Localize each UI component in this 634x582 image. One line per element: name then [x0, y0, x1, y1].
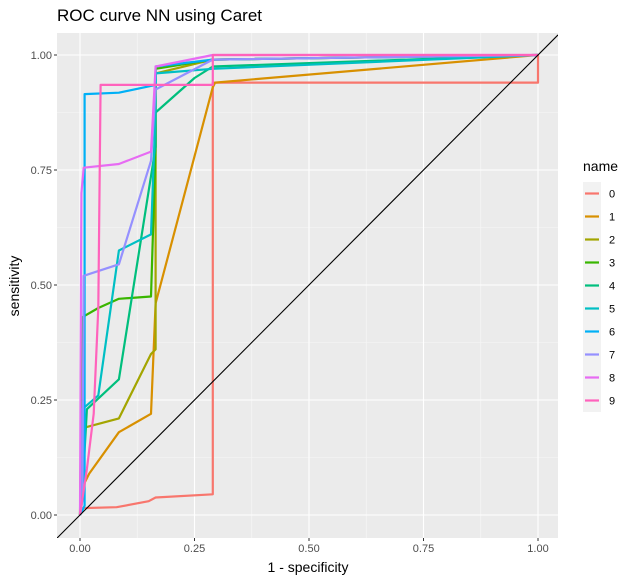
legend-label: 8: [609, 373, 615, 385]
y-tick-label: 0.75: [31, 165, 52, 177]
y-tick-label: 0.00: [31, 510, 52, 522]
legend: 0 1 2 3 4 5 6 7 8 9: [583, 182, 615, 412]
roc-line-series-6: [79, 53, 539, 516]
x-tick-label: 1.00: [527, 543, 548, 555]
roc-line-series-8: [78, 53, 538, 516]
legend-label: 4: [609, 281, 615, 293]
legend-item-7: 7: [583, 343, 615, 366]
diagonal-reference-line: [57, 34, 558, 538]
roc-line-series-9: [78, 53, 538, 516]
legend-label: 2: [609, 235, 615, 247]
y-tick-label: 0.50: [31, 280, 52, 292]
legend-item-9: 9: [583, 389, 615, 412]
legend-label: 9: [609, 396, 615, 408]
legend-item-6: 6: [583, 320, 615, 343]
legend-label: 6: [609, 327, 615, 339]
legend-title: name: [583, 158, 618, 174]
roc-line-series-7: [78, 53, 539, 516]
y-tick-label: 0.25: [31, 395, 52, 407]
legend-label: 1: [609, 212, 615, 224]
plot-area: [57, 34, 558, 538]
x-tick-label: 0.50: [298, 543, 319, 555]
legend-item-2: 2: [583, 228, 615, 251]
legend-item-0: 0: [583, 182, 615, 205]
legend-item-5: 5: [583, 297, 615, 320]
axes: 0.00 0.25 0.50 0.75 1.00 0.00 0.25 0.50 0.75 1.00: [31, 50, 549, 555]
x-tick-label: 0.25: [184, 543, 205, 555]
roc-line-series-0: [78, 55, 540, 516]
legend-label: 0: [609, 189, 615, 201]
x-axis-title: 1 - specificity: [268, 559, 349, 575]
y-tick-label: 1.00: [31, 50, 52, 62]
x-tick-label: 0.75: [413, 543, 434, 555]
x-tick-label: 0.00: [69, 543, 90, 555]
grid-lines: [57, 33, 558, 538]
chart-title: ROC curve NN using Caret: [57, 6, 262, 25]
legend-item-8: 8: [583, 366, 615, 389]
y-axis-title: sensitivity: [6, 256, 22, 317]
legend-label: 3: [609, 258, 615, 270]
legend-item-3: 3: [583, 251, 615, 274]
legend-label: 7: [609, 350, 615, 362]
legend-item-1: 1: [583, 205, 615, 228]
legend-item-4: 4: [583, 274, 615, 297]
legend-label: 5: [609, 304, 615, 316]
